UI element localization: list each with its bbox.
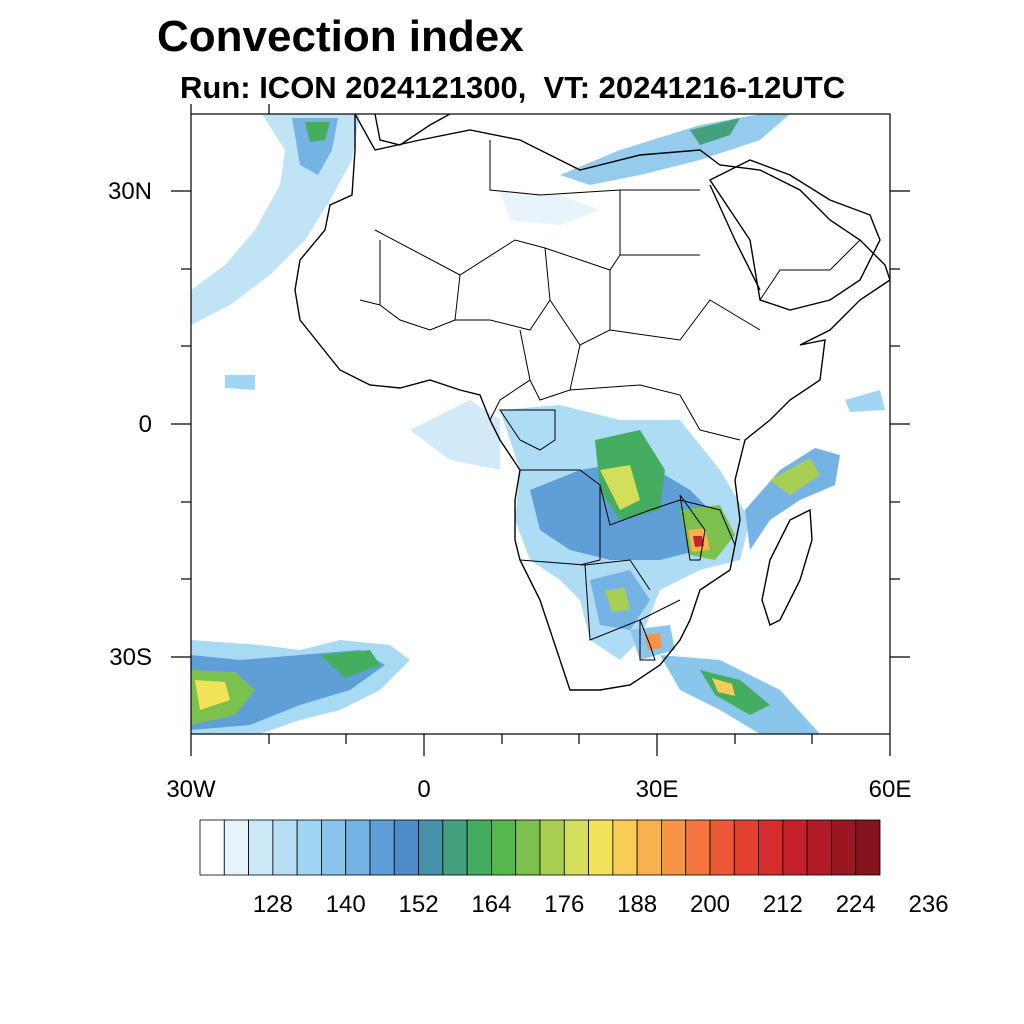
colorbar-box: [758, 819, 784, 876]
colorbar-tick-label: 140: [326, 891, 366, 918]
colorbar: [199, 819, 881, 876]
colorbar-tick-label: 128: [253, 891, 293, 918]
colorbar-box: [782, 819, 808, 876]
colorbar-box: [855, 819, 881, 876]
colorbar-box: [733, 819, 759, 876]
colorbar-box: [539, 819, 565, 876]
colorbar-box: [369, 819, 395, 876]
field-nw-atlantic: [191, 114, 360, 325]
field-eq-indian: [845, 390, 885, 412]
axis-ticks: [171, 104, 910, 756]
colorbar-box: [612, 819, 638, 876]
colorbar-box: [418, 819, 444, 876]
madagascar-coast: [761, 508, 813, 626]
lon-label-0: 0: [417, 776, 430, 803]
arabia-coast: [708, 159, 881, 311]
field-s-indian-hot: [712, 678, 735, 696]
colorbar-box: [685, 819, 711, 876]
lon-label-30w: 30W: [166, 776, 216, 803]
colorbar-box: [491, 819, 517, 876]
red-sea: [709, 184, 761, 291]
lat-label-0: 0: [139, 411, 152, 438]
lat-label-30s: 30S: [109, 644, 152, 671]
lon-label-60e: 60E: [869, 776, 912, 803]
field-gulf-light: [410, 400, 500, 470]
colorbar-box: [199, 819, 225, 876]
field-med-core: [690, 118, 740, 145]
colorbar-tick-label: 152: [399, 891, 439, 918]
colorbar-box: [248, 819, 274, 876]
field-lesotho-core: [645, 633, 662, 650]
field-indian-core: [770, 458, 820, 495]
borders: [359, 140, 861, 661]
colorbar-box: [806, 819, 832, 876]
africa-coast: [294, 114, 890, 691]
lat-label-30n: 30N: [108, 178, 152, 205]
colorbar-box: [588, 819, 614, 876]
colorbar-box: [345, 819, 371, 876]
field-malawi-hot: [693, 536, 704, 547]
colorbar-box: [272, 819, 298, 876]
field-nw-core2: [305, 122, 330, 142]
colorbar-tick-label: 188: [617, 891, 657, 918]
field-indian-ocean: [745, 448, 840, 550]
colorbar-box: [321, 819, 347, 876]
colorbar-box: [466, 819, 492, 876]
colorbar-tick-label: 236: [909, 891, 949, 918]
colorbar-tick-label: 176: [544, 891, 584, 918]
field-eq-atlantic: [225, 375, 255, 390]
colorbar-box: [296, 819, 322, 876]
colorbar-box: [442, 819, 468, 876]
colorbar-box: [831, 819, 857, 876]
field-sahara-light: [500, 190, 600, 225]
colorbar-tick-label: 164: [471, 891, 511, 918]
field-s-atlantic-core2: [320, 650, 380, 678]
colorbar-box: [661, 819, 687, 876]
colorbar-tick-label: 212: [763, 891, 803, 918]
field-mediterranean: [560, 114, 790, 185]
colorbar-labels: 128 140 152 164 176 188 200 212 224 236: [253, 891, 949, 918]
colorbar-box: [515, 819, 541, 876]
colorbar-tick-label: 224: [836, 891, 876, 918]
iberia-coast: [374, 114, 451, 146]
convection-field: [191, 114, 885, 734]
colorbar-box: [563, 819, 589, 876]
map-subtitle: Run: ICON 2024121300, VT: 20241216-12UTC: [180, 70, 846, 105]
colorbar-tick-label: 200: [690, 891, 730, 918]
field-central-hot: [600, 465, 640, 510]
coastlines: [294, 114, 890, 691]
map-title: Convection index: [157, 12, 524, 61]
lon-label-30e: 30E: [636, 776, 679, 803]
field-s-atlantic-hot: [195, 680, 230, 710]
field-botswana-core: [605, 588, 630, 612]
colorbar-box: [223, 819, 249, 876]
colorbar-box: [393, 819, 419, 876]
colorbar-box: [636, 819, 662, 876]
colorbar-box: [709, 819, 735, 876]
